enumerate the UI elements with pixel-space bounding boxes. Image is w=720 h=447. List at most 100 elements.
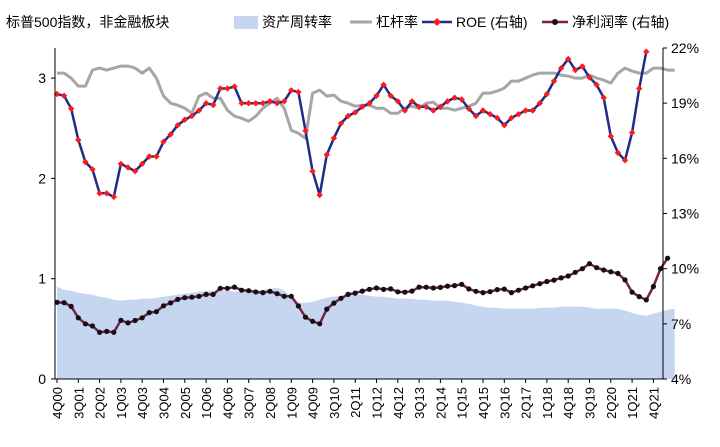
x-tick-label-3: 1Q03 [114, 387, 129, 419]
point-roe-82 [636, 85, 643, 92]
point-roe-5 [89, 166, 96, 173]
point-roe-83 [643, 48, 650, 55]
point-margin-82 [636, 294, 642, 300]
point-margin-73 [572, 269, 578, 275]
point-margin-3 [75, 315, 81, 321]
point-margin-28 [253, 289, 259, 295]
point-margin-57 [459, 281, 465, 287]
point-margin-55 [444, 283, 451, 289]
point-roe-60 [479, 107, 487, 114]
x-tick-label-12: 4Q09 [306, 387, 321, 419]
point-roe-30 [266, 98, 274, 105]
point-margin-45 [373, 285, 380, 291]
left-tick-label-1: 1 [38, 271, 46, 287]
point-margin-27 [246, 288, 252, 294]
point-margin-85 [657, 266, 664, 272]
point-roe-49 [401, 107, 409, 114]
point-roe-8 [110, 193, 117, 201]
x-tick-label-0: 4Q00 [50, 387, 65, 419]
point-margin-81 [629, 289, 635, 295]
series-line-leverage [57, 64, 675, 140]
point-roe-52 [423, 103, 430, 110]
point-roe-41 [344, 112, 352, 120]
point-roe-7 [103, 190, 110, 197]
point-roe-32 [281, 98, 288, 105]
point-margin-50 [409, 288, 415, 294]
point-margin-26 [239, 287, 245, 293]
point-roe-76 [593, 81, 600, 88]
point-roe-37 [316, 191, 323, 199]
point-roe-6 [96, 190, 103, 197]
point-roe-1 [60, 92, 68, 99]
x-tick-label-8: 4Q06 [220, 387, 235, 419]
point-roe-51 [415, 103, 423, 110]
point-margin-83 [643, 297, 649, 303]
point-roe-29 [259, 100, 267, 107]
point-roe-53 [430, 107, 437, 114]
point-margin-30 [267, 288, 273, 294]
point-margin-1 [61, 300, 67, 306]
point-roe-71 [557, 65, 565, 72]
x-tick-label-2: 2Q02 [93, 387, 108, 419]
point-roe-22 [210, 101, 217, 109]
point-roe-24 [224, 85, 231, 92]
point-roe-14 [153, 153, 160, 160]
point-margin-4 [82, 321, 88, 327]
point-roe-59 [472, 112, 480, 120]
point-roe-23 [217, 85, 224, 92]
point-margin-49 [402, 289, 408, 295]
point-margin-46 [381, 286, 387, 292]
point-roe-73 [572, 66, 579, 74]
point-margin-76 [594, 265, 600, 271]
point-margin-12 [139, 315, 145, 321]
point-margin-47 [388, 286, 394, 292]
point-margin-72 [565, 273, 571, 279]
point-roe-17 [174, 122, 181, 129]
legend-marker-margin [552, 19, 558, 25]
point-margin-22 [210, 291, 216, 297]
point-margin-36 [310, 318, 316, 324]
point-roe-13 [146, 153, 153, 160]
point-roe-74 [579, 63, 586, 70]
point-margin-16 [168, 300, 174, 306]
point-roe-36 [309, 168, 316, 175]
point-roe-64 [508, 114, 515, 122]
plot-area [53, 48, 675, 379]
point-roe-43 [359, 103, 366, 110]
point-roe-15 [160, 138, 167, 145]
point-margin-31 [274, 291, 280, 297]
chart-title: 标普500指数，非金融板块 [6, 14, 169, 30]
point-roe-69 [543, 90, 551, 98]
x-tick-label-20: 4Q15 [476, 387, 491, 419]
point-margin-52 [423, 284, 429, 290]
x-tick-label-21: 3Q16 [497, 387, 512, 419]
x-tick-label-19: 1Q15 [455, 387, 470, 419]
point-margin-18 [182, 295, 188, 301]
point-roe-21 [202, 100, 210, 107]
x-tick-label-27: 1Q21 [625, 387, 640, 419]
point-roe-48 [394, 98, 401, 105]
point-margin-24 [224, 285, 230, 291]
point-margin-84 [650, 283, 657, 290]
point-margin-9 [118, 317, 124, 323]
point-roe-2 [68, 105, 75, 112]
point-margin-11 [132, 317, 138, 324]
point-margin-33 [288, 293, 294, 299]
point-margin-53 [430, 285, 436, 291]
point-margin-2 [68, 303, 74, 309]
point-margin-21 [203, 291, 209, 297]
x-tick-label-13: 3Q10 [327, 387, 342, 419]
x-tick-label-28: 4Q21 [646, 387, 661, 419]
point-margin-8 [111, 329, 117, 335]
x-tick-label-18: 2Q14 [433, 387, 448, 419]
point-roe-63 [501, 122, 508, 129]
legend-label-margin: 净利润率 (右轴) [572, 14, 669, 30]
point-roe-4 [82, 158, 89, 166]
point-roe-54 [437, 103, 444, 110]
point-roe-72 [565, 55, 572, 63]
point-roe-70 [550, 77, 558, 85]
point-margin-70 [551, 277, 557, 283]
point-margin-6 [97, 329, 103, 335]
point-margin-51 [416, 284, 422, 290]
point-margin-71 [558, 275, 564, 281]
